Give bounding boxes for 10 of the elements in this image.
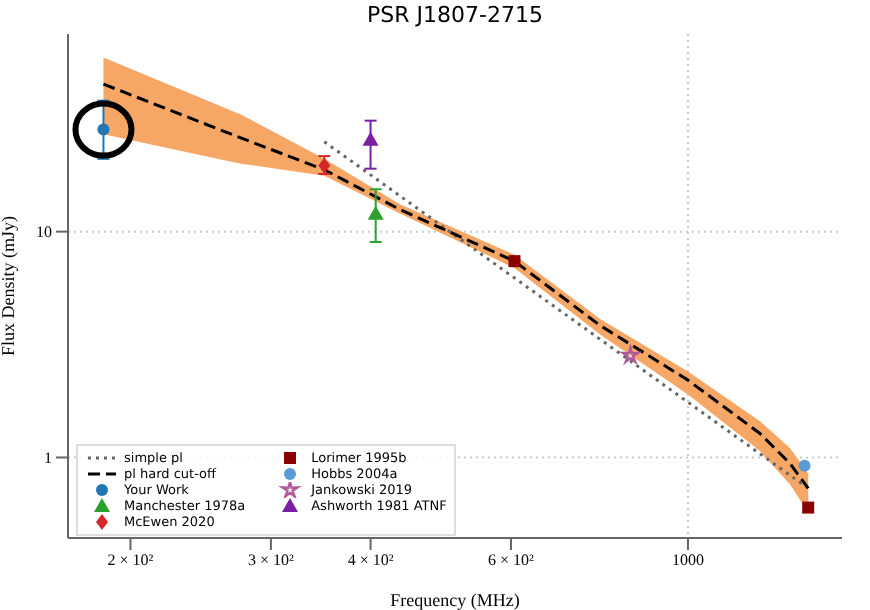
y-axis-title: Flux Density (mJy): [0, 215, 19, 357]
x-tick-label: 3 × 10²: [247, 551, 296, 570]
x-tick-label: 2 × 10²: [107, 551, 155, 570]
y-tick-label: 1: [44, 449, 52, 468]
x-axis-title: Frequency (MHz): [390, 590, 520, 610]
y-tick-label: 10: [36, 223, 52, 242]
chart-title: PSR J1807-2715: [365, 2, 545, 28]
x-tick-label: 4 × 10²: [347, 551, 395, 570]
x-tick-label: 1000: [671, 551, 704, 570]
x-tick-label: 6 × 10²: [488, 551, 536, 570]
